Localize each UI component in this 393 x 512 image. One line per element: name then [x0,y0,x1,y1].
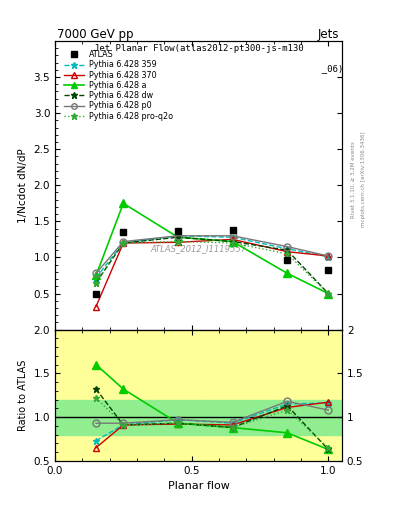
Text: 7000 GeV pp: 7000 GeV pp [57,28,134,41]
X-axis label: Planar flow: Planar flow [167,481,230,491]
Text: _06): _06) [53,64,343,73]
Text: ATLAS_2012_I1119557: ATLAS_2012_I1119557 [151,244,246,253]
Text: Jet Planar Flow(atlas2012-pt300-js-m130: Jet Planar Flow(atlas2012-pt300-js-m130 [94,44,303,53]
Y-axis label: 1/Ncdot dN/dP: 1/Ncdot dN/dP [18,148,28,223]
Y-axis label: Ratio to ATLAS: Ratio to ATLAS [18,359,28,431]
Text: Rivet 3.1.10, ≥ 3.2M events: Rivet 3.1.10, ≥ 3.2M events [351,141,356,218]
Text: Jets: Jets [317,28,339,41]
Legend: ATLAS, Pythia 6.428 359, Pythia 6.428 370, Pythia 6.428 a, Pythia 6.428 dw, Pyth: ATLAS, Pythia 6.428 359, Pythia 6.428 37… [62,48,175,123]
Text: mcplots.cern.ch [arXiv:1306.3436]: mcplots.cern.ch [arXiv:1306.3436] [361,132,366,227]
